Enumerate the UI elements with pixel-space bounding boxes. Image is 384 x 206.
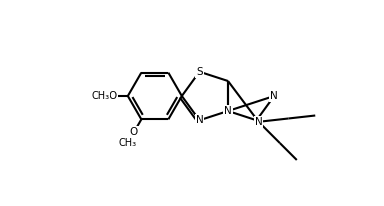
Text: N: N [255, 117, 263, 127]
Text: N: N [195, 115, 204, 125]
Text: N: N [224, 106, 232, 116]
Text: CH₃: CH₃ [92, 91, 110, 101]
Text: O: O [130, 127, 138, 137]
Text: CH₃: CH₃ [119, 138, 137, 148]
Text: N: N [224, 106, 232, 116]
Text: N: N [270, 91, 278, 101]
Text: O: O [109, 91, 117, 101]
Text: S: S [196, 67, 203, 77]
